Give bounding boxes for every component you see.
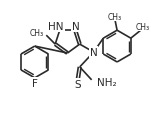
Text: N: N [72,22,80,32]
Text: N: N [90,48,98,58]
Text: HN: HN [48,22,64,32]
Text: CH₃: CH₃ [136,23,150,31]
Text: S: S [74,79,81,89]
Text: F: F [32,78,38,88]
Text: CH₃: CH₃ [108,13,122,22]
Text: NH₂: NH₂ [97,77,116,87]
Text: CH₃: CH₃ [29,28,43,37]
